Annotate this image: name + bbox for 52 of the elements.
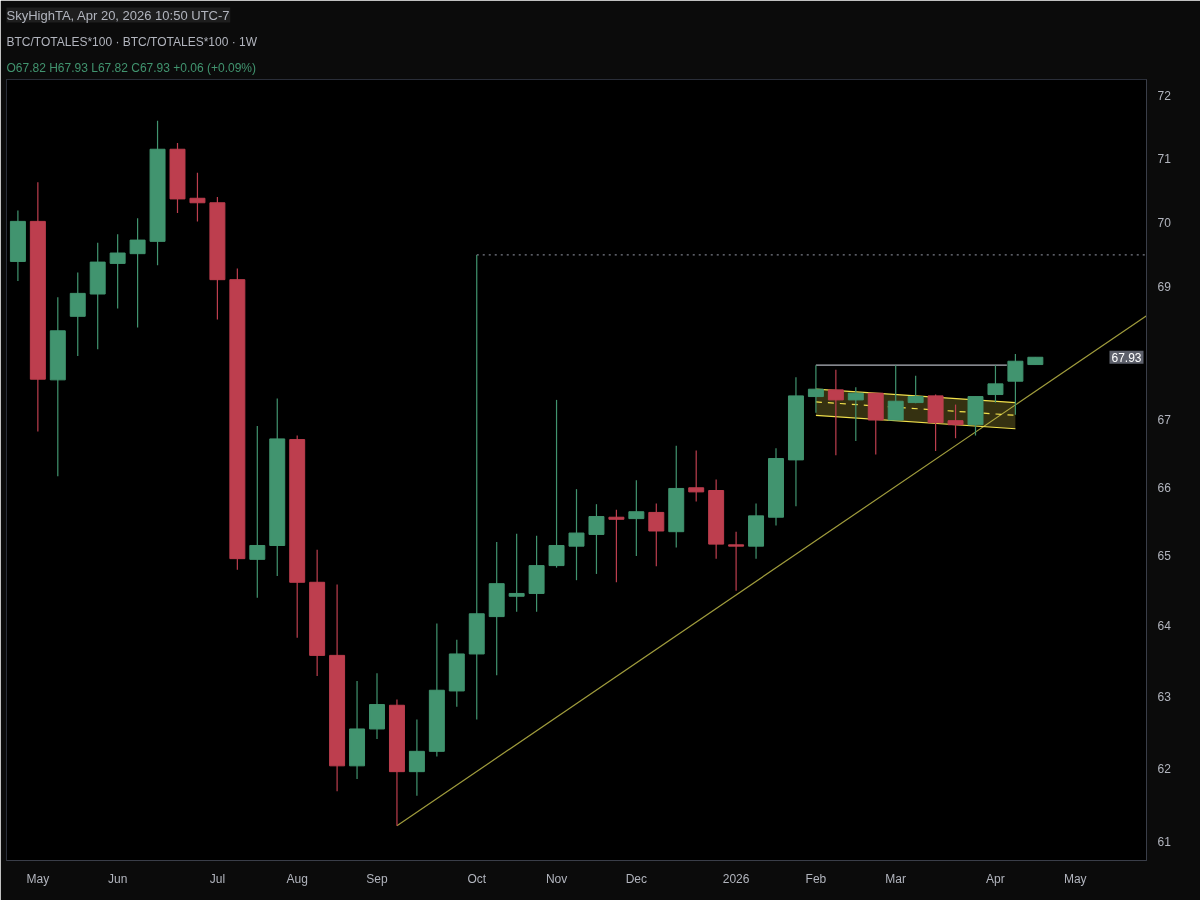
candlestick xyxy=(628,479,645,557)
y-tick-label: 72 xyxy=(1157,88,1172,103)
y-tick-label: 67 xyxy=(1157,412,1172,427)
candlestick xyxy=(588,503,605,575)
candlestick xyxy=(688,449,705,503)
x-tick-label: 2026 xyxy=(722,871,750,886)
candlestick xyxy=(129,217,146,329)
x-tick-label: Dec xyxy=(625,871,648,886)
x-tick-label: May xyxy=(26,871,50,886)
x-tick-label: Sep xyxy=(366,871,388,886)
candlestick xyxy=(249,425,266,599)
y-tick-label: 70 xyxy=(1157,215,1172,230)
x-tick-label: Mar xyxy=(885,871,907,886)
chart-title: BTC/TOTALES*100 · BTC/TOTALES*100 · 1W xyxy=(6,34,258,49)
candlestick xyxy=(728,531,745,592)
y-tick-label: 61 xyxy=(1157,835,1172,850)
chart-subtitle: O67.82 H67.93 L67.82 C67.93 +0.06 (+0.09%) xyxy=(6,60,257,75)
x-tick-label: Apr xyxy=(986,871,1005,886)
candlestick xyxy=(807,364,824,414)
candlestick xyxy=(189,172,206,222)
candlestick xyxy=(907,375,924,404)
x-tick-label: Oct xyxy=(467,871,487,886)
y-tick-label: 63 xyxy=(1157,690,1172,705)
y-tick-label: 71 xyxy=(1157,151,1172,166)
x-tick-label: Nov xyxy=(545,871,568,886)
y-tick-label: 65 xyxy=(1157,549,1172,564)
candlestick xyxy=(847,386,864,442)
candlestick xyxy=(827,369,844,456)
annotation: 67.93 xyxy=(1111,350,1142,365)
candlestick xyxy=(1007,353,1024,416)
candlestick xyxy=(69,271,86,357)
x-tick-label: May xyxy=(1063,871,1087,886)
x-tick-label: Feb xyxy=(805,871,827,886)
y-tick-label: 66 xyxy=(1157,480,1172,495)
candlestick xyxy=(648,502,665,567)
candlestick xyxy=(568,488,585,581)
x-tick-label: Jul xyxy=(209,871,226,886)
y-tick-label: 69 xyxy=(1157,280,1172,295)
candlestick xyxy=(508,533,525,613)
candlestick xyxy=(987,364,1004,404)
y-tick-label: 64 xyxy=(1157,619,1172,634)
candlestick xyxy=(408,719,425,797)
candlestick xyxy=(947,403,964,439)
y-tick-label: 62 xyxy=(1157,762,1172,777)
x-tick-label: Aug xyxy=(286,871,308,886)
candlestick xyxy=(468,254,485,721)
candlestick xyxy=(887,364,904,421)
candlestick xyxy=(109,233,126,310)
x-tick-label: Jun xyxy=(107,871,128,886)
text: SkyHighTA, Apr 20, 2026 10:50 UTC-7 xyxy=(6,7,230,23)
candlestick xyxy=(548,399,565,569)
candlestick xyxy=(608,509,625,583)
